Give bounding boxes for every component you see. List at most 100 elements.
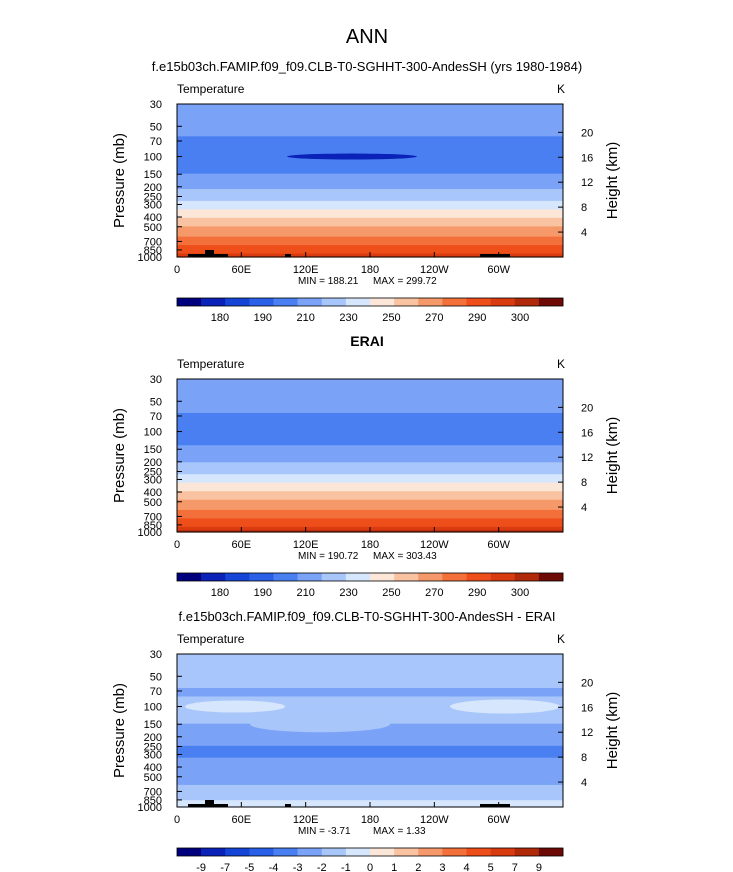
colorbar-swatch [297,573,323,581]
contour-band [177,696,563,699]
contour-band [177,509,563,513]
contour-band [177,382,563,385]
contour-band [177,428,563,431]
colorbar-label: -4 [269,862,279,872]
contour-band [177,231,563,234]
x-axis: 0 60E 120E 180 120W 60W [174,252,511,276]
height-tick-label: 12 [581,452,593,464]
colorbar-label: 210 [296,312,314,324]
height-tick-label: 4 [581,502,587,514]
contour-band [177,482,563,485]
contour-band [177,419,563,423]
anomaly-contour [250,716,390,733]
height-tick-label: 4 [581,777,587,789]
contour-band [177,241,563,244]
contour-band [177,173,563,176]
y-tick-label: 100 [144,702,162,714]
colorbar-label: 180 [211,587,229,599]
contour-band [177,732,563,735]
contour-band [177,199,563,202]
contour-band [177,708,563,711]
colorbar-label: 290 [468,587,486,599]
contour-band [177,379,563,382]
min-label: MIN = 188.21 [298,276,359,287]
contour-band [177,684,563,687]
contour-band [177,767,563,771]
contour-band [177,134,563,137]
contour-band [177,411,563,414]
contour-band [177,124,563,127]
colorbar-label: -7 [220,862,230,872]
contour-band [177,387,563,390]
contour-band [177,674,563,677]
contour-band [177,492,563,496]
colorbar-swatch [345,573,371,581]
colorbar-label: 270 [425,587,443,599]
contour-band [177,440,563,443]
y-tick-label: 400 [144,212,162,224]
y-tick-label: 70 [150,686,162,698]
contour-band [177,790,563,793]
contour-band [177,689,563,692]
contour-band [177,392,563,395]
y-tick-label: 150 [144,444,162,456]
contour-band [177,688,563,691]
colorbar-label: 4 [463,862,469,872]
y-tick-label: 300 [144,474,162,486]
contour-band [177,206,563,209]
contour-band [177,177,563,180]
contour-band [177,516,563,519]
contour-band [177,416,563,419]
contour-band [177,783,563,786]
colorbar-label: 190 [254,312,272,324]
contour-band [177,491,563,494]
contour-band [177,705,563,708]
contour-band [177,739,563,742]
y-tick-label: 50 [150,121,162,133]
contour-band [177,518,563,521]
colorbar-swatch [538,848,564,856]
contour-band [177,766,563,769]
colorbar-swatch [466,573,491,581]
height-tick-label: 16 [581,427,593,439]
colorbar-label: 0 [367,862,373,872]
colorbar-label: -3 [293,862,303,872]
y-tick-label: 1000 [138,802,162,814]
colorbar-swatch [370,298,395,306]
contour-band [177,475,563,479]
y-tick-label: 500 [144,497,162,509]
colorbar-swatch [490,848,516,856]
contour-band [177,744,563,747]
contour-band [177,800,563,803]
contour-band [177,474,563,477]
colorbar-label: 300 [511,587,529,599]
contour-band [177,430,563,433]
contour-band [177,165,563,168]
colorbar-swatch [490,573,516,581]
y-axis-label-right: Height (km) [604,692,621,770]
y-axis-label: Pressure (mb) [111,133,128,228]
y-tick-label: 200 [144,732,162,744]
contour-band [177,217,563,221]
contour-band [177,752,563,755]
contour-band [177,401,563,404]
height-tick-label: 8 [581,752,587,764]
contour-band [177,515,563,518]
contour-band [177,655,563,658]
height-tick-label: 12 [581,727,593,739]
y-tick-label: 300 [144,199,162,211]
x-tick-label: 120E [293,814,319,826]
topography-mask [205,800,214,807]
contour-band [177,441,563,445]
contour-band [177,144,563,148]
contour-band [177,682,563,686]
contour-band [177,730,563,733]
contour-band [177,175,563,178]
anomaly-contour [185,700,285,713]
contour-band [177,445,563,448]
contour-band [177,503,563,506]
x-tick-label: 180 [361,264,379,276]
contour-band [177,166,563,170]
